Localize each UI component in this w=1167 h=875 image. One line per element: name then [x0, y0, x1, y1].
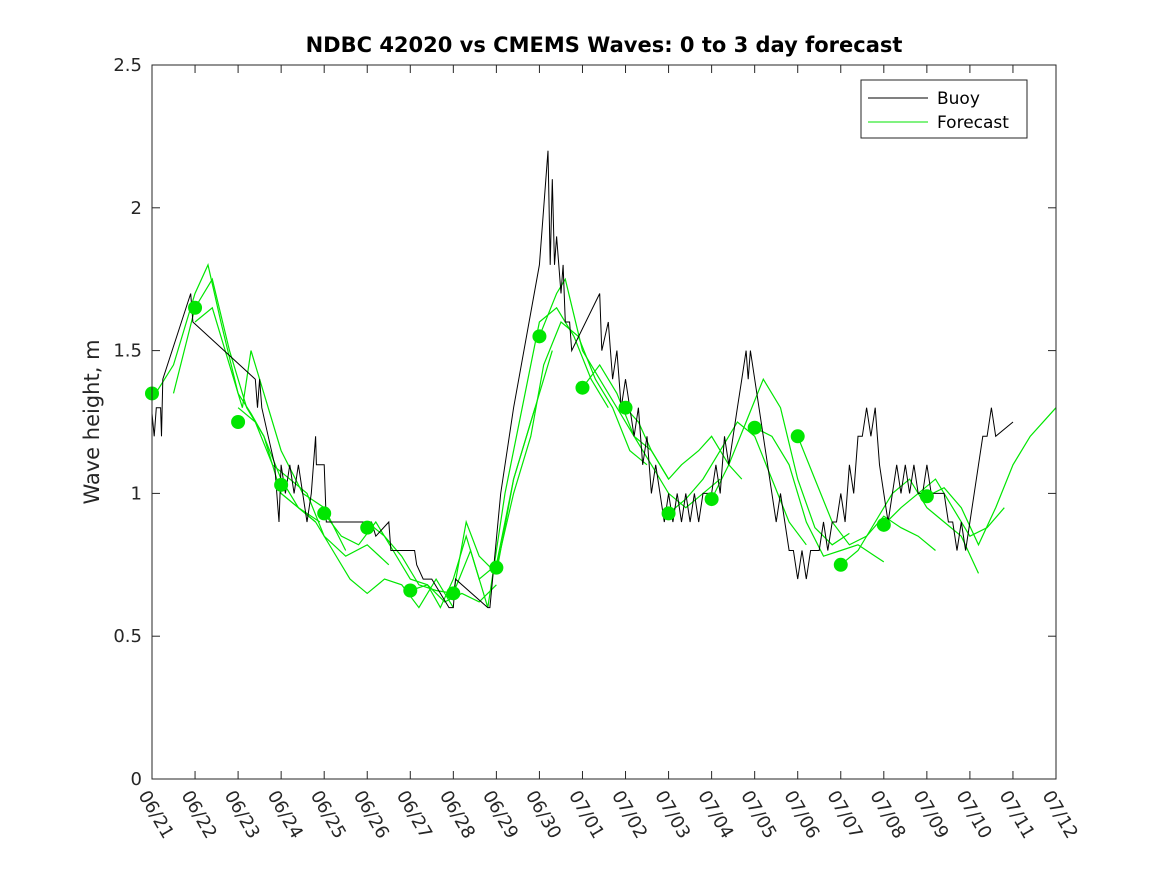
- forecast-marker: [317, 506, 332, 521]
- legend-buoy-label: Buoy: [937, 89, 980, 109]
- forecast-marker: [747, 420, 762, 435]
- buoy-line: [151, 150, 1014, 609]
- forecast-marker: [446, 586, 461, 601]
- forecast-marker: [661, 506, 676, 521]
- forecast-line: [840, 478, 980, 574]
- x-tick-label: 07/12: [1038, 787, 1082, 842]
- plot-frame: [151, 64, 1057, 780]
- legend: Buoy Forecast: [860, 79, 1028, 139]
- forecast-marker: [532, 329, 547, 344]
- forecast-line: [452, 306, 609, 608]
- y-tick-label: 2.5: [113, 55, 142, 76]
- forecast-marker: [489, 560, 504, 575]
- forecast-line: [280, 492, 454, 609]
- forecast-marker: [833, 557, 848, 572]
- x-tick-label: 07/05: [736, 787, 780, 842]
- forecast-marker: [618, 400, 633, 415]
- x-tick-label: 06/21: [134, 787, 178, 842]
- x-tick-label: 06/30: [521, 787, 565, 842]
- x-tick-label: 06/22: [177, 787, 221, 842]
- forecast-marker: [274, 477, 289, 492]
- x-tick-label: 06/24: [263, 787, 307, 842]
- forecast-marker: [790, 429, 805, 444]
- forecast-marker: [360, 520, 375, 535]
- buoy-series: [151, 150, 1014, 609]
- x-tick-label: 07/08: [865, 787, 909, 842]
- forecast-marker: [919, 489, 934, 504]
- y-tick-label: 1.5: [113, 341, 142, 362]
- y-axis-title: Wave height, m: [80, 339, 104, 504]
- x-tick-label: 07/03: [650, 787, 694, 842]
- y-tick-label: 2: [131, 198, 142, 219]
- x-tick-label: 06/26: [349, 787, 393, 842]
- forecast-line: [194, 306, 347, 551]
- x-tick-label: 07/06: [779, 787, 823, 842]
- plot-background: [152, 65, 1056, 779]
- x-tick-label: 06/23: [220, 787, 264, 842]
- forecast-marker: [403, 583, 418, 598]
- x-tick-label: 07/09: [909, 787, 953, 842]
- legend-box: [860, 79, 1028, 139]
- chart-title: NDBC 42020 vs CMEMS Waves: 0 to 3 day fo…: [306, 33, 903, 57]
- forecast-line: [237, 407, 390, 566]
- forecast-marker: [575, 380, 590, 395]
- x-tick-label: 06/29: [478, 787, 522, 842]
- x-tick-label: 07/07: [822, 787, 866, 842]
- x-tick-label: 06/25: [306, 787, 350, 842]
- forecast-marker: [231, 415, 246, 429]
- forecast-line: [668, 421, 807, 546]
- x-tick-label: 07/02: [607, 787, 651, 842]
- forecast-line: [582, 363, 721, 509]
- x-tick-label: 07/11: [995, 787, 1039, 842]
- x-tick-label: 07/04: [693, 787, 737, 842]
- y-tick-label: 0: [131, 769, 142, 790]
- forecast-line: [926, 407, 1057, 547]
- forecast-line: [495, 321, 648, 568]
- x-tick-label: 07/10: [952, 787, 996, 842]
- x-tick-label: 06/28: [435, 787, 479, 842]
- forecast-marker: [188, 300, 203, 315]
- forecast-line: [323, 513, 497, 603]
- forecast-line: [754, 427, 885, 563]
- legend-forecast-label: Forecast: [937, 113, 1009, 133]
- x-tick-label: 07/01: [564, 787, 608, 842]
- x-tick-label: 06/27: [392, 787, 436, 842]
- y-tick-label: 1: [131, 483, 142, 504]
- forecast-marker: [876, 517, 891, 532]
- y-tick-label: 0.5: [113, 626, 142, 647]
- forecast-marker: [704, 492, 719, 507]
- y-axis-ticks: 0 0.5 1 1.5 2 2.5: [113, 55, 1056, 790]
- forecast-markers: [145, 300, 934, 601]
